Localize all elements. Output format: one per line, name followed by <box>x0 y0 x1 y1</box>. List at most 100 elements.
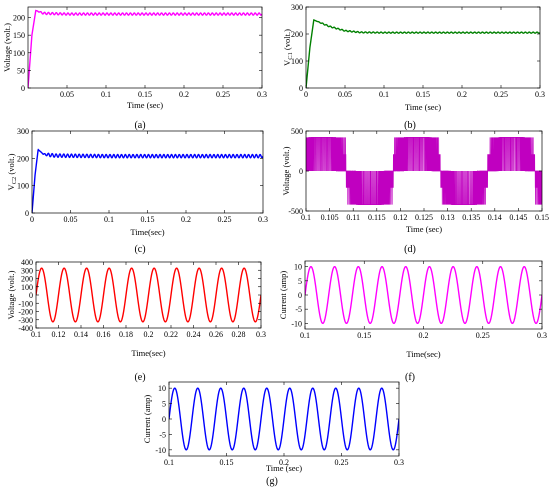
x-tick-label: 0.3 <box>257 90 267 99</box>
x-tick-label: 0.2 <box>179 90 189 99</box>
y-tick-label: 0 <box>25 209 29 218</box>
x-tick-label: 0.3 <box>537 331 547 340</box>
plot-area <box>36 267 261 323</box>
x-tick-label: 0.25 <box>216 90 230 99</box>
y-tick-label: 0 <box>299 167 303 176</box>
x-tick-label: 0.12 <box>52 330 66 339</box>
x-tick-label: 0.1 <box>164 458 174 467</box>
panel-caption: (f) <box>405 372 415 383</box>
y-tick-label: 200 <box>291 30 303 39</box>
x-axis-label: Time(sec) <box>130 227 164 237</box>
panel-caption: (e) <box>134 372 145 383</box>
x-tick-label: 0.25 <box>494 90 508 99</box>
x-tick-label: 0.14 <box>488 213 502 222</box>
x-tick-label: 0.105 <box>321 213 339 222</box>
y-tick-label: 50 <box>17 66 25 75</box>
series-line-f <box>305 265 542 325</box>
panel-d: 0.1 0.105 0.11 0.115 0.12 0.125 0.13 0.135 0.14 0… <box>281 127 549 255</box>
x-tick-label: 0.24 <box>187 330 201 339</box>
x-axis-label: Time (sec) <box>266 463 302 473</box>
x-tick-label: 0.25 <box>218 215 232 224</box>
series-line-e <box>36 267 261 323</box>
y-axis-label: Voltage (volt.) <box>6 270 16 319</box>
x-tick-label: 0.14 <box>74 330 88 339</box>
plot-area <box>169 387 399 451</box>
x-tick-label: 0.15 <box>357 331 371 340</box>
panel-caption: (a) <box>134 120 145 131</box>
y-tick-label: 5 <box>298 277 302 286</box>
y-axis-label: Voltage (volt.) <box>2 23 12 72</box>
x-tick-label: 0.1 <box>104 215 114 224</box>
x-tick-label: 0.2 <box>419 331 429 340</box>
x-tick-label: 0.145 <box>509 213 527 222</box>
panel-f: 0.1 0.15 0.2 0.25 0.3 -10 -5 0 5 10 Time(sec) Curre… <box>278 260 547 383</box>
x-tick-label: 0.15 <box>416 90 430 99</box>
x-tick-label: 0.135 <box>462 213 480 222</box>
y-tick-label: 200 <box>17 154 29 163</box>
series-line-a <box>28 9 262 88</box>
y-tick-label: 300 <box>291 3 303 12</box>
panel-caption: (d) <box>404 244 416 255</box>
y-tick-label: 100 <box>13 49 25 58</box>
x-tick-label: 0.05 <box>338 90 352 99</box>
y-tick-label: -500 <box>288 207 303 216</box>
x-tick-label: 0.11 <box>346 213 360 222</box>
x-tick-label: 0 <box>304 90 308 99</box>
y-axis-label: Current (amp) <box>142 395 152 444</box>
x-tick-label: 0.1 <box>101 90 111 99</box>
panel-caption: (c) <box>134 244 145 255</box>
y-tick-label: 400 <box>21 258 33 267</box>
y-axis-label: Current (amp) <box>278 271 288 320</box>
y-axis-label: VC1 (volt.) <box>282 29 294 66</box>
axes-box <box>27 6 263 89</box>
y-tick-label: 0 <box>299 84 303 93</box>
x-tick-label: 0.25 <box>476 331 490 340</box>
plot-area <box>305 265 542 325</box>
x-tick-label: 0.1 <box>379 90 389 99</box>
y-tick-label: 0 <box>29 291 33 300</box>
x-tick-label: 0.125 <box>415 213 433 222</box>
x-tick-label: 0.05 <box>64 215 78 224</box>
x-axis-label: Time (sec) <box>406 224 442 234</box>
panel-e: 0.1 0.12 0.14 0.16 0.18 0.2 0.22 0.24 0.26 0.28 0.… <box>6 258 266 383</box>
x-tick-label: 0.25 <box>335 458 349 467</box>
x-tick-label: 0.22 <box>164 330 178 339</box>
y-tick-label: 200 <box>13 14 25 23</box>
x-axis-label: Time(sec) <box>406 349 440 359</box>
y-tick-label: -100 <box>18 299 33 308</box>
y-tick-label: -10 <box>155 446 166 455</box>
y-tick-label: -10 <box>291 319 302 328</box>
series-line-b <box>306 18 540 88</box>
y-tick-label: 5 <box>162 400 166 409</box>
y-tick-label: 0 <box>162 415 166 424</box>
y-tick-label: 300 <box>21 266 33 275</box>
x-tick-label: 0.15 <box>220 458 234 467</box>
x-tick-label: 0 <box>30 215 34 224</box>
panel-c: 0 0.05 0.1 0.15 0.2 0.25 0.3 0 100 200 300 Time(sec… <box>6 127 268 255</box>
y-tick-label: 200 <box>21 275 33 284</box>
y-tick-label: 300 <box>17 127 29 136</box>
y-tick-label: 100 <box>21 283 33 292</box>
panel-a: 0.05 0.1 0.15 0.2 0.25 0.3 0 50 100 150 200 Time (s… <box>2 6 267 131</box>
axes-box <box>305 6 541 89</box>
x-tick-label: 0.115 <box>368 213 386 222</box>
x-tick-label: 0.2 <box>181 215 191 224</box>
y-tick-label: -400 <box>18 324 33 333</box>
panel-caption: (g) <box>266 476 278 487</box>
x-axis-label: Time(sec) <box>131 348 165 358</box>
series-line-c <box>32 148 263 213</box>
plot-area <box>28 9 262 88</box>
y-tick-label: -5 <box>295 305 302 314</box>
x-tick-label: 0.3 <box>535 90 545 99</box>
y-tick-label: 500 <box>291 127 303 136</box>
plot-area <box>306 18 540 88</box>
x-tick-label: 0.05 <box>60 90 74 99</box>
x-tick-label: 0.18 <box>119 330 133 339</box>
x-tick-label: 0.15 <box>535 213 549 222</box>
plot-area <box>32 148 263 213</box>
panel-caption: (b) <box>404 120 416 131</box>
x-axis-label: Time (sec) <box>127 100 163 110</box>
x-tick-label: 0.13 <box>441 213 455 222</box>
series-line-g <box>169 387 399 451</box>
